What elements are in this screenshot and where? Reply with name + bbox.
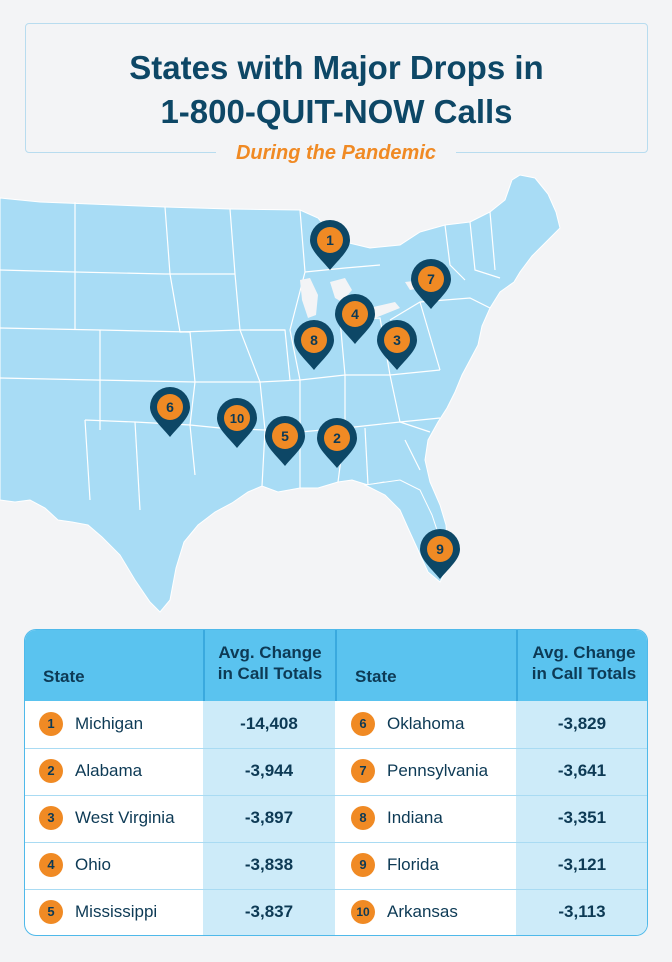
rank-badge: 2 (39, 759, 63, 783)
pin-alabama[interactable]: 2 (317, 418, 357, 468)
state-name: Alabama (75, 761, 143, 780)
table-row: 1 Michigan -14,408 6 Oklahoma -3,829 (25, 701, 647, 748)
rank-badge: 5 (39, 900, 63, 924)
state-value: -3,641 (557, 761, 607, 780)
state-value: -3,897 (244, 808, 294, 827)
pin-mississippi[interactable]: 5 (265, 416, 305, 466)
header-divider (516, 630, 518, 701)
pin-arkansas[interactable]: 10 (217, 398, 257, 448)
pin-label: 6 (166, 399, 174, 415)
rank-badge: 9 (351, 853, 375, 877)
us-mainland-shape (0, 174, 561, 613)
table-row: 5 Mississippi -3,837 10 Arkansas -3,113 (25, 889, 647, 935)
state-name: Florida (387, 855, 439, 874)
rank-badge: 8 (351, 806, 375, 830)
row-divider (25, 748, 647, 749)
state-name: Pennsylvania (387, 761, 489, 780)
rank-badge: 3 (39, 806, 63, 830)
state-value: -3,838 (244, 855, 294, 874)
state-value: -3,351 (557, 808, 607, 827)
state-value: -3,113 (558, 902, 606, 921)
rank-badge: 10 (351, 900, 375, 924)
rank-badge: 6 (351, 712, 375, 736)
value-column-left (203, 701, 335, 935)
state-name: Michigan (75, 714, 144, 733)
header-state-left: State (43, 667, 85, 686)
rank-badge: 1 (39, 712, 63, 736)
state-name: West Virginia (75, 808, 175, 827)
pin-label: 3 (393, 332, 401, 348)
state-value: -3,121 (557, 855, 607, 874)
table-row: 3 West Virginia -3,897 8 Indiana -3,351 (25, 795, 647, 842)
header-value-right: Avg. Change in Call Totals (531, 643, 637, 683)
pin-michigan[interactable]: 1 (310, 220, 350, 270)
pin-indiana[interactable]: 8 (294, 320, 334, 370)
page-title: States with Major Drops in 1-800-QUIT-NO… (129, 49, 544, 130)
state-value: -3,944 (244, 761, 294, 780)
header-divider (335, 630, 337, 701)
row-divider (25, 795, 647, 796)
us-map: 1 2 3 4 5 6 7 8 9 10 (0, 174, 561, 613)
rank-badge: 4 (39, 853, 63, 877)
table-row: 2 Alabama -3,944 7 Pennsylvania -3,641 (25, 748, 647, 795)
table-header: State Avg. Change in Call Totals State A… (25, 630, 647, 701)
data-table: State Avg. Change in Call Totals State A… (24, 629, 648, 936)
title-box: States with Major Drops in 1-800-QUIT-NO… (25, 23, 648, 153)
row-divider (25, 889, 647, 890)
state-name: Ohio (75, 855, 111, 874)
state-value: -14,408 (240, 714, 298, 733)
state-value: -3,829 (557, 714, 607, 733)
table-row: 4 Ohio -3,838 9 Florida -3,121 (25, 842, 647, 889)
state-name: Arkansas (387, 902, 458, 921)
rank-badge: 7 (351, 759, 375, 783)
row-divider (25, 842, 647, 843)
pin-label: 4 (351, 306, 359, 322)
pin-oklahoma[interactable]: 6 (150, 387, 190, 437)
state-name: Oklahoma (387, 714, 465, 733)
value-column-right (516, 701, 647, 935)
pin-ohio[interactable]: 4 (335, 294, 375, 344)
pin-label: 9 (436, 541, 444, 557)
pin-west-virginia[interactable]: 3 (377, 320, 417, 370)
page-subtitle: During the Pandemic (216, 140, 456, 166)
pin-label: 2 (333, 430, 341, 446)
header-divider (203, 630, 205, 701)
pin-label: 10 (230, 411, 244, 426)
pin-label: 8 (310, 332, 318, 348)
pin-label: 5 (281, 428, 289, 444)
header-state-right: State (355, 667, 397, 686)
pin-pennsylvania[interactable]: 7 (411, 259, 451, 309)
state-value: -3,837 (244, 902, 294, 921)
pin-label: 7 (427, 271, 435, 287)
state-name: Indiana (387, 808, 443, 827)
pin-florida[interactable]: 9 (420, 529, 460, 579)
state-name: Mississippi (75, 902, 158, 921)
pin-label: 1 (326, 232, 334, 248)
header-value-left: Avg. Change in Call Totals (217, 643, 323, 683)
